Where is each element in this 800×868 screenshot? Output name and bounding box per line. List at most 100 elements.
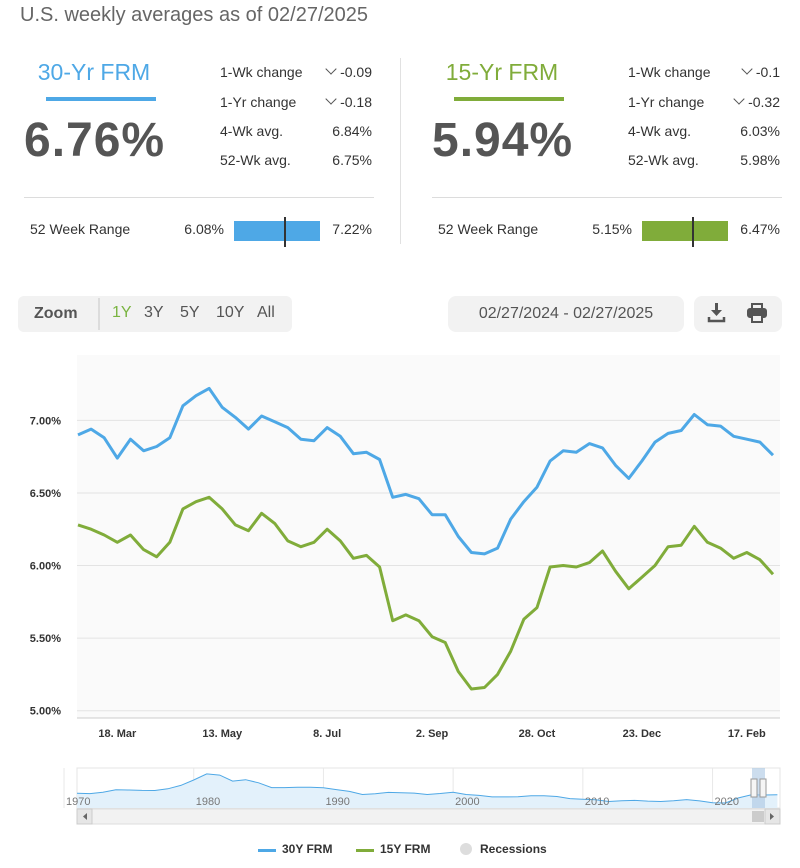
data-point[interactable] — [442, 640, 448, 646]
data-point[interactable] — [731, 555, 737, 561]
data-point[interactable] — [167, 435, 173, 441]
data-point[interactable] — [547, 564, 553, 570]
data-point[interactable] — [285, 538, 291, 544]
data-point[interactable] — [573, 564, 579, 570]
data-point[interactable] — [337, 433, 343, 439]
data-point[interactable] — [626, 475, 632, 481]
data-point[interactable] — [141, 448, 147, 454]
data-point[interactable] — [508, 648, 514, 654]
data-point[interactable] — [455, 534, 461, 540]
data-point[interactable] — [128, 436, 134, 442]
data-point[interactable] — [468, 550, 474, 556]
data-point[interactable] — [757, 557, 763, 563]
data-point[interactable] — [652, 439, 658, 445]
data-point[interactable] — [731, 433, 737, 439]
data-point[interactable] — [75, 432, 81, 438]
data-point[interactable] — [272, 419, 278, 425]
data-point[interactable] — [298, 544, 304, 550]
data-point[interactable] — [560, 563, 566, 569]
data-point[interactable] — [154, 554, 160, 560]
data-point[interactable] — [206, 494, 212, 500]
data-point[interactable] — [193, 499, 199, 505]
data-point[interactable] — [508, 516, 514, 522]
data-point[interactable] — [468, 686, 474, 692]
data-point[interactable] — [665, 544, 671, 550]
series-line-30y[interactable] — [77, 386, 775, 556]
data-point[interactable] — [521, 616, 527, 622]
data-point[interactable] — [390, 618, 396, 624]
data-point[interactable] — [364, 449, 370, 455]
data-point[interactable] — [455, 669, 461, 675]
data-point[interactable] — [704, 422, 710, 428]
data-point[interactable] — [560, 448, 566, 454]
data-point[interactable] — [75, 522, 81, 528]
data-point[interactable] — [678, 542, 684, 548]
navigator-selection[interactable] — [752, 768, 765, 808]
data-point[interactable] — [259, 510, 265, 516]
data-point[interactable] — [324, 526, 330, 532]
navigator-handle-right[interactable] — [759, 778, 767, 798]
data-point[interactable] — [495, 545, 501, 551]
legend-item-15y[interactable]: 15Y FRM — [380, 842, 431, 856]
data-point[interactable] — [390, 494, 396, 500]
data-point[interactable] — [114, 539, 120, 545]
data-point[interactable] — [744, 550, 750, 556]
data-point[interactable] — [639, 574, 645, 580]
data-point[interactable] — [311, 438, 317, 444]
data-point[interactable] — [114, 455, 120, 461]
print-icon[interactable] — [747, 303, 767, 323]
data-point[interactable] — [586, 560, 592, 566]
data-point[interactable] — [495, 671, 501, 677]
data-point[interactable] — [246, 528, 252, 534]
data-point[interactable] — [416, 496, 422, 502]
data-point[interactable] — [639, 458, 645, 464]
series-line-15y[interactable] — [77, 495, 775, 691]
download-icon[interactable] — [707, 303, 726, 323]
data-point[interactable] — [101, 435, 107, 441]
data-point[interactable] — [180, 506, 186, 512]
data-point[interactable] — [88, 526, 94, 532]
data-point[interactable] — [246, 426, 252, 432]
data-point[interactable] — [691, 523, 697, 529]
zoom-button-3y[interactable]: 3Y — [144, 304, 164, 321]
data-point[interactable] — [757, 439, 763, 445]
data-point[interactable] — [128, 532, 134, 538]
data-point[interactable] — [350, 451, 356, 457]
data-point[interactable] — [600, 548, 606, 554]
data-point[interactable] — [534, 484, 540, 490]
data-point[interactable] — [298, 436, 304, 442]
data-point[interactable] — [403, 612, 409, 618]
zoom-button-all[interactable]: All — [257, 304, 275, 321]
data-point[interactable] — [718, 545, 724, 551]
data-point[interactable] — [652, 563, 658, 569]
data-point[interactable] — [573, 449, 579, 455]
data-point[interactable] — [193, 393, 199, 399]
navigator-scrollbar[interactable] — [76, 808, 781, 825]
data-point[interactable] — [429, 512, 435, 518]
data-point[interactable] — [101, 532, 107, 538]
data-point[interactable] — [232, 522, 238, 528]
data-point[interactable] — [324, 425, 330, 431]
data-point[interactable] — [219, 404, 225, 410]
data-point[interactable] — [770, 452, 776, 458]
data-point[interactable] — [586, 441, 592, 447]
data-point[interactable] — [403, 491, 409, 497]
data-point[interactable] — [416, 618, 422, 624]
data-point[interactable] — [613, 462, 619, 468]
data-point[interactable] — [547, 458, 553, 464]
data-point[interactable] — [678, 428, 684, 434]
data-point[interactable] — [600, 445, 606, 451]
data-point[interactable] — [350, 555, 356, 561]
data-point[interactable] — [206, 385, 212, 391]
data-point[interactable] — [482, 685, 488, 691]
data-point[interactable] — [377, 457, 383, 463]
data-point[interactable] — [285, 425, 291, 431]
scrollbar-thumb[interactable] — [752, 811, 764, 822]
data-point[interactable] — [272, 520, 278, 526]
data-point[interactable] — [167, 539, 173, 545]
data-point[interactable] — [337, 538, 343, 544]
data-point[interactable] — [311, 539, 317, 545]
data-point[interactable] — [219, 506, 225, 512]
data-point[interactable] — [141, 547, 147, 553]
data-point[interactable] — [364, 552, 370, 558]
